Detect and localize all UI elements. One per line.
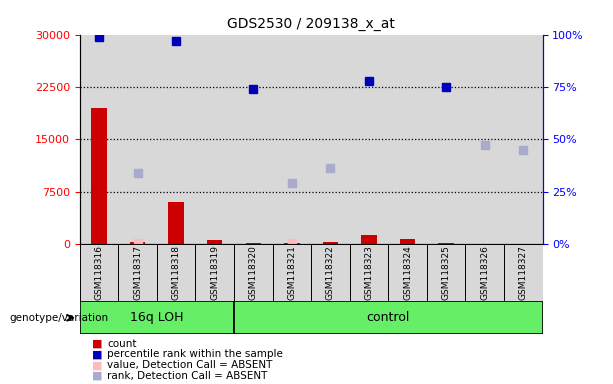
Text: percentile rank within the sample: percentile rank within the sample — [107, 349, 283, 359]
Bar — [234, 244, 273, 301]
Text: GSM118321: GSM118321 — [287, 245, 296, 300]
Bar — [504, 35, 543, 244]
Text: GSM118322: GSM118322 — [326, 245, 335, 300]
Bar — [311, 35, 349, 244]
Bar — [234, 301, 543, 334]
Text: GSM118317: GSM118317 — [133, 245, 142, 300]
Bar — [273, 244, 311, 301]
Bar — [196, 35, 234, 244]
Bar — [130, 242, 145, 244]
Bar — [427, 244, 465, 301]
Bar — [169, 202, 184, 244]
Text: GSM118327: GSM118327 — [519, 245, 528, 300]
Text: ■: ■ — [92, 339, 102, 349]
Text: genotype/variation: genotype/variation — [9, 313, 109, 323]
Text: GSM118319: GSM118319 — [210, 245, 219, 300]
Bar — [157, 244, 196, 301]
Bar — [388, 244, 427, 301]
Bar — [118, 244, 157, 301]
Bar — [80, 301, 234, 334]
Bar — [196, 244, 234, 301]
Bar — [207, 240, 223, 244]
Bar — [400, 239, 415, 244]
Bar — [246, 243, 261, 244]
Bar — [388, 35, 427, 244]
Text: ■: ■ — [92, 349, 102, 359]
Text: ■: ■ — [92, 360, 102, 370]
Bar — [322, 242, 338, 244]
Text: count: count — [107, 339, 137, 349]
Text: 16q LOH: 16q LOH — [130, 311, 183, 324]
Text: GSM118320: GSM118320 — [249, 245, 257, 300]
Bar — [118, 35, 157, 244]
Bar — [504, 244, 543, 301]
Title: GDS2530 / 209138_x_at: GDS2530 / 209138_x_at — [227, 17, 395, 31]
Text: GSM118323: GSM118323 — [365, 245, 373, 300]
Bar — [465, 244, 504, 301]
Bar — [273, 35, 311, 244]
Text: GSM118316: GSM118316 — [94, 245, 104, 300]
Bar — [157, 35, 196, 244]
Text: ■: ■ — [92, 371, 102, 381]
Text: control: control — [367, 311, 410, 324]
Text: GSM118318: GSM118318 — [172, 245, 181, 300]
Text: rank, Detection Call = ABSENT: rank, Detection Call = ABSENT — [107, 371, 268, 381]
Bar — [80, 35, 118, 244]
Bar — [427, 35, 465, 244]
Bar — [349, 35, 388, 244]
Bar — [361, 235, 376, 244]
Bar — [80, 244, 118, 301]
Text: value, Detection Call = ABSENT: value, Detection Call = ABSENT — [107, 360, 273, 370]
Text: GSM118325: GSM118325 — [441, 245, 451, 300]
Bar — [311, 244, 349, 301]
Bar — [91, 108, 107, 244]
Bar — [465, 35, 504, 244]
Bar — [438, 243, 454, 244]
Bar — [234, 35, 273, 244]
Text: GSM118326: GSM118326 — [480, 245, 489, 300]
Bar — [349, 244, 388, 301]
Text: GSM118324: GSM118324 — [403, 245, 412, 300]
Bar — [284, 243, 300, 244]
